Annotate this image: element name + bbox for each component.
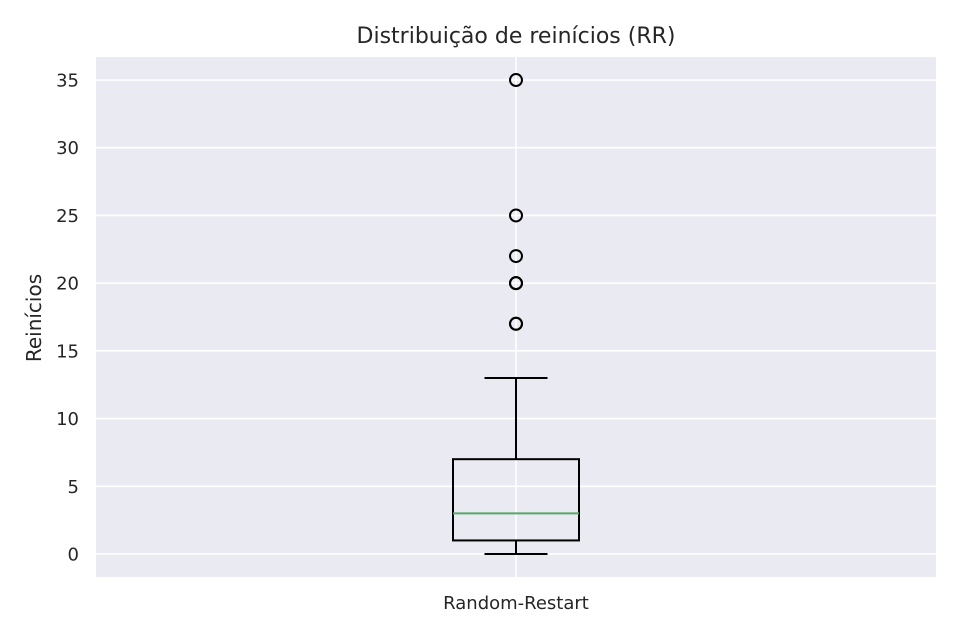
y-tick-label: 25	[56, 206, 79, 227]
x-tick-label: Random-Restart	[443, 593, 589, 614]
y-tick-label: 20	[56, 274, 79, 295]
outlier-point	[509, 208, 523, 223]
y-tick-label: 15	[56, 341, 79, 362]
outlier-point	[509, 249, 523, 264]
y-tick-label: 30	[56, 138, 79, 159]
box-layer	[452, 73, 580, 555]
x-axis-ticks: Random-Restart	[443, 593, 589, 614]
y-axis-ticks: 0 5 10 15 20 25 30 35	[56, 71, 79, 566]
iqr-box	[452, 458, 580, 542]
y-tick-label: 0	[68, 544, 79, 565]
chart-title: Distribuição de reinícios (RR)	[357, 24, 676, 49]
outlier-point	[509, 73, 523, 88]
outlier-point	[509, 276, 523, 291]
y-tick-label: 35	[56, 71, 79, 92]
y-tick-label: 5	[68, 477, 79, 498]
outlier-point	[509, 316, 523, 331]
box-group	[452, 73, 580, 555]
y-tick-label: 10	[56, 409, 79, 430]
y-axis-title: Reinícios	[22, 274, 46, 362]
